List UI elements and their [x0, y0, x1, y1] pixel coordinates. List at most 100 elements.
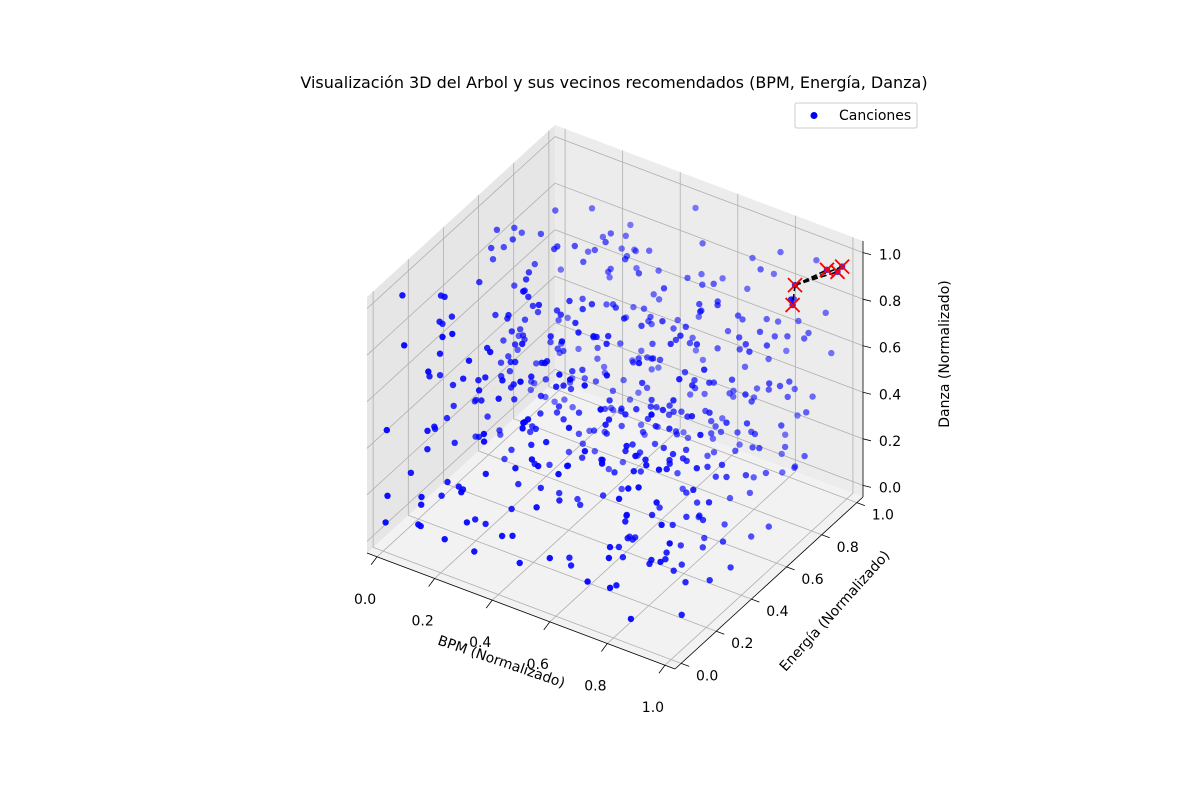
song-point — [786, 378, 793, 385]
song-point — [482, 520, 489, 528]
song-point — [541, 359, 549, 367]
song-point — [521, 316, 529, 323]
song-point — [512, 358, 519, 366]
song-point — [584, 248, 592, 255]
song-point — [567, 562, 575, 569]
song-point — [579, 366, 586, 373]
song-point — [605, 416, 613, 423]
song-point — [670, 567, 677, 574]
song-point — [475, 387, 483, 394]
song-point — [492, 311, 499, 319]
song-point — [712, 473, 719, 480]
song-point — [736, 441, 743, 448]
song-point — [520, 419, 527, 426]
song-point — [765, 355, 772, 363]
song-point — [648, 366, 655, 373]
y-tick-label: 0.2 — [731, 636, 753, 652]
song-point — [783, 347, 790, 354]
song-point — [617, 340, 624, 347]
song-point — [555, 317, 562, 324]
song-point — [564, 314, 571, 321]
song-point — [805, 329, 812, 337]
song-point — [659, 318, 666, 325]
neighbor-x-marker — [784, 297, 801, 313]
song-point — [717, 428, 725, 436]
song-point — [727, 564, 734, 571]
song-point — [699, 544, 706, 551]
song-point — [480, 438, 488, 445]
song-point — [505, 353, 512, 360]
song-point — [531, 260, 538, 268]
song-point — [471, 548, 478, 555]
song-point — [431, 423, 438, 430]
song-point — [655, 267, 662, 274]
song-point — [784, 333, 791, 340]
song-point — [813, 257, 820, 264]
song-point — [678, 408, 685, 415]
song-point — [653, 499, 660, 506]
song-point — [640, 305, 648, 312]
song-point — [514, 346, 521, 353]
song-point — [579, 305, 586, 313]
song-point — [645, 317, 652, 325]
song-point — [726, 390, 733, 397]
chart-title: Visualización 3D del Arbol y sus vecinos… — [300, 73, 927, 92]
song-point — [588, 301, 596, 308]
y-tick-label: 0.6 — [801, 572, 823, 588]
song-point — [580, 258, 587, 265]
song-point — [699, 356, 707, 364]
song-point — [762, 469, 770, 477]
song-point — [565, 424, 573, 431]
song-point — [556, 489, 563, 497]
x-tick-label: 0.4 — [469, 635, 491, 651]
song-point — [555, 403, 563, 410]
song-point — [424, 427, 431, 434]
song-point — [599, 492, 607, 499]
song-point — [686, 339, 694, 347]
song-point — [630, 359, 637, 366]
song-point — [472, 396, 480, 404]
song-point — [465, 357, 473, 364]
song-point — [593, 333, 600, 341]
song-point — [439, 333, 446, 341]
song-point — [476, 278, 483, 286]
song-point — [801, 452, 808, 460]
song-point — [602, 421, 609, 428]
song-point — [699, 281, 706, 288]
z-tick-label: 0.6 — [879, 341, 901, 357]
x-tick-mark — [428, 578, 435, 587]
z-grid-line — [366, 275, 864, 449]
song-point — [683, 489, 690, 496]
song-point — [687, 391, 694, 398]
z-tick-label: 0.0 — [879, 480, 901, 496]
song-point — [382, 519, 389, 526]
song-point — [450, 402, 457, 410]
song-point — [438, 492, 445, 499]
song-point — [575, 430, 583, 437]
song-point — [436, 350, 444, 357]
song-point — [701, 390, 708, 398]
song-point — [552, 207, 559, 214]
song-point — [618, 485, 625, 493]
song-point — [534, 308, 542, 316]
song-point — [663, 549, 670, 556]
song-point — [763, 315, 770, 323]
song-point — [588, 205, 596, 212]
song-point — [635, 359, 643, 367]
song-point — [779, 469, 786, 476]
song-point — [633, 406, 640, 413]
y-tick-label: 0.0 — [696, 668, 718, 684]
song-point — [527, 386, 534, 393]
song-point — [505, 311, 512, 319]
song-point — [734, 312, 742, 319]
song-point — [699, 516, 707, 524]
song-point — [646, 247, 653, 254]
song-point — [643, 462, 650, 469]
song-point — [598, 460, 606, 467]
song-point — [689, 382, 696, 389]
song-point — [511, 341, 519, 348]
song-point — [742, 472, 750, 479]
song-point — [721, 521, 728, 528]
x-tick-mark — [601, 643, 608, 652]
song-point — [777, 248, 784, 256]
